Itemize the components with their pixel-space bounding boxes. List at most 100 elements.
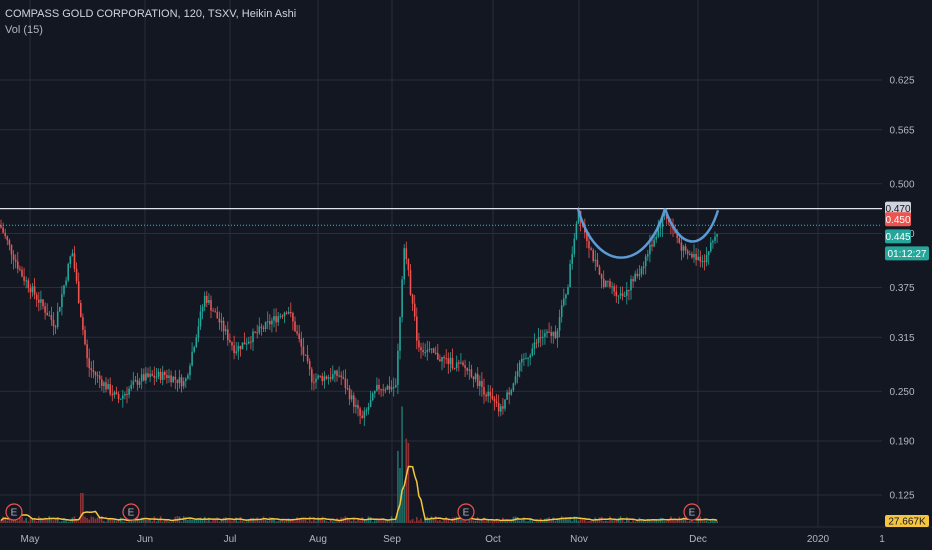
volume-bar (325, 520, 328, 523)
candle-body (224, 329, 227, 332)
volume-bar (380, 519, 382, 523)
volume-bar (573, 516, 576, 523)
drawing-overlays[interactable] (0, 208, 882, 259)
candle-body (554, 331, 557, 338)
volume-bar (313, 517, 315, 523)
candle-body (323, 376, 326, 382)
candle-body (712, 240, 714, 243)
volume-bar (649, 519, 651, 523)
candle-body (447, 358, 450, 364)
candle-body (663, 214, 666, 216)
volume-bar (365, 520, 368, 523)
time-axis[interactable]: May Jun Jul Aug Sep Oct Nov Dec 2020 1 (0, 526, 932, 545)
candle-body (699, 256, 702, 262)
volume-bar (275, 521, 277, 523)
volume-bar (348, 519, 351, 523)
cup-curve-left[interactable] (576, 208, 667, 259)
price-axis[interactable]: 0.6250.5650.5000.4400.3750.3150.2500.190… (882, 0, 932, 527)
candle-body (348, 388, 351, 400)
candle-body (512, 383, 515, 391)
candle-body (615, 291, 618, 296)
candle-body (325, 376, 328, 379)
volume-bar (235, 517, 237, 523)
volume-value-tag: 27.667K (885, 515, 929, 528)
volume-bar (69, 521, 72, 523)
candle-body (269, 321, 271, 325)
volume-bar (180, 521, 183, 523)
candle-body (84, 329, 86, 345)
candle-body (54, 326, 57, 328)
candle-body (458, 362, 460, 364)
volume-bar (218, 521, 221, 523)
candle-body (302, 346, 305, 355)
candle-body (292, 313, 294, 322)
time-tick-3: Aug (309, 534, 327, 545)
candle-body (155, 376, 158, 378)
volume-bar (48, 516, 51, 523)
candle-body (277, 316, 279, 323)
volume-bar (426, 516, 429, 523)
candle-body (451, 357, 454, 368)
volume-bar (428, 518, 431, 523)
volume-bar (88, 519, 90, 523)
candle-body (35, 294, 38, 300)
volume-bar (455, 516, 458, 523)
candle-body (250, 341, 252, 343)
candle-body (119, 398, 122, 400)
candle-body (374, 390, 376, 394)
candle-body (8, 240, 11, 245)
candle-body (69, 256, 72, 264)
candle-body (676, 232, 678, 238)
candle-body (590, 248, 592, 250)
volume-bar (224, 517, 227, 523)
candle-body (166, 375, 168, 379)
candle-body (577, 210, 580, 224)
candle-body (82, 317, 84, 330)
volume-bar (25, 518, 27, 523)
earnings-marker[interactable]: E (683, 503, 701, 521)
candle-body (380, 389, 382, 391)
volume-bar (243, 521, 246, 523)
candle-body (149, 373, 151, 377)
candle-body (470, 369, 473, 377)
volume-bar (382, 518, 384, 523)
volume-bar (388, 520, 391, 523)
candle-body (136, 380, 139, 385)
candle-body (644, 256, 647, 267)
volume-bar (542, 521, 544, 523)
candle-body (111, 394, 114, 396)
volume-bar (651, 519, 653, 523)
volume-bar (140, 517, 143, 523)
candle-body (378, 384, 380, 390)
volume-bar (565, 517, 567, 523)
candle-body (479, 380, 481, 387)
candle-body (12, 254, 15, 260)
volume-bar (407, 442, 410, 523)
earnings-marker[interactable]: E (457, 503, 475, 521)
volume-bar (138, 521, 141, 523)
volume-bar (476, 517, 479, 523)
volume-indicator-label[interactable]: Vol (15) (5, 24, 43, 36)
candle-body (418, 340, 420, 348)
volume-bar (321, 516, 324, 523)
cup-curve-right[interactable] (663, 208, 720, 243)
volume-bar (189, 518, 191, 523)
volume-bar (216, 517, 219, 523)
candle-body (38, 299, 40, 303)
candle-body (701, 261, 704, 263)
earnings-marker[interactable]: E (122, 503, 140, 521)
volume-bar (684, 518, 687, 523)
price-tag-label: 0.445 (885, 232, 910, 243)
candle-series[interactable] (0, 207, 718, 427)
volume-bar (416, 517, 418, 523)
volume-bar (214, 519, 216, 523)
candle-body (682, 246, 685, 251)
candle-body (592, 249, 594, 261)
candle-body (308, 361, 311, 370)
volume-bar (353, 517, 355, 523)
time-tick-2: Jul (224, 534, 237, 545)
volume-bar (86, 517, 88, 523)
candle-body (216, 311, 219, 319)
earnings-marker[interactable]: E (5, 503, 23, 521)
